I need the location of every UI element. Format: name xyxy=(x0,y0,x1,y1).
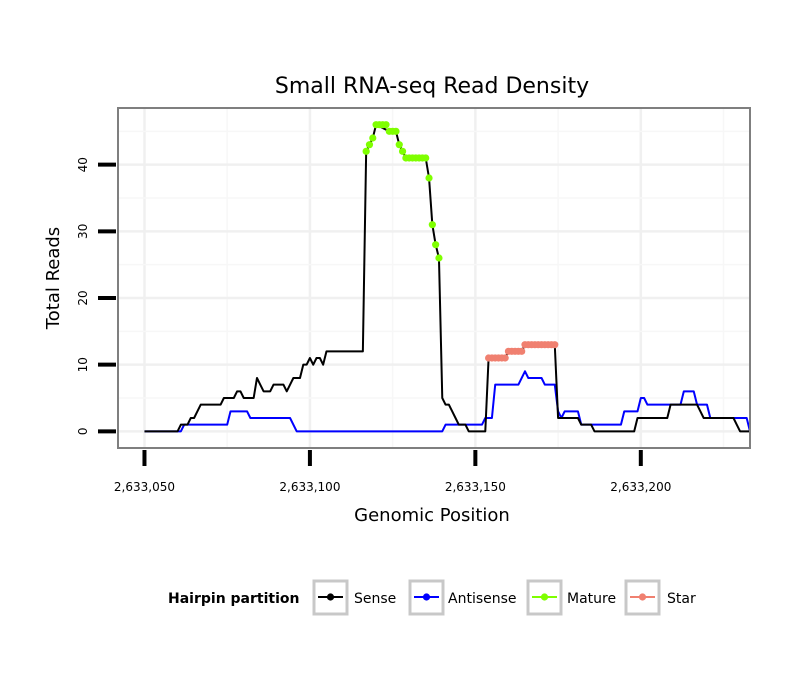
x-tick-label: 2,633,050 xyxy=(114,480,175,494)
x-axis-title: Genomic Position xyxy=(354,505,510,526)
mature-point xyxy=(422,154,430,162)
star-point xyxy=(501,354,509,362)
mature-point xyxy=(398,147,407,155)
series-line-sense xyxy=(144,123,750,433)
y-axis: 0 10 20 30 40 xyxy=(76,157,116,435)
series-layer xyxy=(144,121,751,433)
series-points-star xyxy=(485,341,559,362)
legend-key-antisense xyxy=(408,579,445,616)
y-tick-label: 30 xyxy=(76,224,90,239)
mature-point xyxy=(425,174,433,182)
x-tick-label: 2,633,150 xyxy=(445,480,506,494)
legend-label-antisense: Antisense xyxy=(448,591,517,607)
x-tick-label: 2,633,100 xyxy=(279,480,340,494)
y-tick-label: 0 xyxy=(76,427,90,435)
legend-label-sense: Sense xyxy=(354,591,396,607)
plot-panel-border xyxy=(117,107,751,449)
legend: Hairpin partition Sense Antisense Mature St… xyxy=(168,579,696,616)
x-tick-label: 2,633,200 xyxy=(610,480,671,494)
legend-label-mature: Mature xyxy=(567,591,616,607)
mature-point xyxy=(365,141,374,149)
plot-background xyxy=(118,108,750,448)
legend-key-point xyxy=(540,593,549,601)
mature-point xyxy=(392,127,400,135)
grid xyxy=(118,108,750,448)
star-point xyxy=(551,341,559,349)
legend-key-point xyxy=(638,593,647,601)
y-tick-label: 10 xyxy=(76,357,90,372)
legend-label-star: Star xyxy=(667,591,696,607)
mature-point xyxy=(432,241,440,249)
legend-key-sense xyxy=(312,579,349,616)
series-line-antisense xyxy=(144,370,751,433)
mature-point xyxy=(435,254,443,262)
series-points-mature xyxy=(362,121,443,262)
legend-key-mature xyxy=(526,579,563,616)
legend-title: Hairpin partition xyxy=(168,591,299,607)
mature-point xyxy=(362,147,370,155)
y-tick-label: 40 xyxy=(76,157,90,172)
y-axis-title: Total Reads xyxy=(43,227,64,330)
chart-title: Small RNA-seq Read Density xyxy=(275,74,589,99)
legend-key-point xyxy=(326,593,335,601)
legend-key-star xyxy=(624,579,661,616)
mature-point xyxy=(382,121,390,129)
x-axis: 2,633,050 2,633,100 2,633,150 2,633,200 xyxy=(114,450,671,494)
star-point xyxy=(518,347,526,355)
legend-key-point xyxy=(422,593,431,601)
mature-point xyxy=(428,221,436,229)
mature-point xyxy=(395,141,403,149)
mature-point xyxy=(369,134,377,142)
y-tick-label: 20 xyxy=(76,290,90,305)
